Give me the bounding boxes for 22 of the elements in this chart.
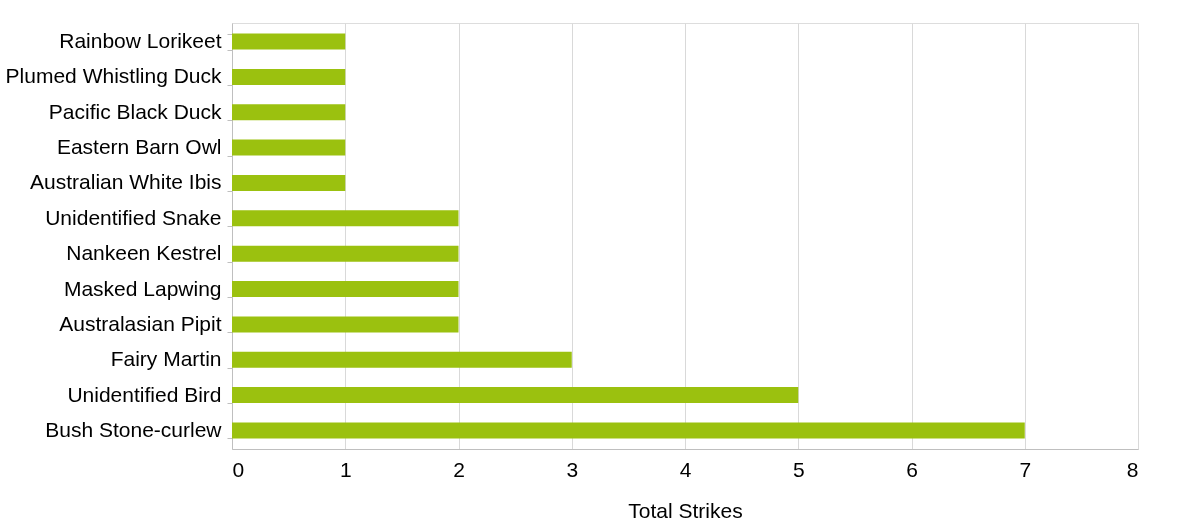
- y-tick-label: Unidentified Bird: [67, 382, 222, 406]
- y-tick-label: Pacific Black Duck: [48, 99, 222, 123]
- x-tick-label: 6: [906, 457, 918, 481]
- y-tick-label: Australasian Pipit: [59, 311, 222, 335]
- y-tick-label: Rainbow Lorikeet: [59, 29, 222, 53]
- y-tick-label: Australian White Ibis: [30, 170, 222, 194]
- x-tick-label: 3: [566, 457, 579, 481]
- y-tick-label: Masked Lapwing: [63, 276, 222, 300]
- x-tick-label: 2: [453, 457, 465, 481]
- x-tick-label: 1: [339, 457, 352, 481]
- y-tick-label: Unidentified Snake: [45, 205, 222, 229]
- y-tick-label: Nankeen Kestrel: [66, 241, 222, 265]
- x-tick-label: 8: [1126, 457, 1139, 481]
- x-tick-label: 7: [1019, 457, 1032, 481]
- y-tick-label: Bush Stone-curlew: [45, 417, 223, 441]
- y-tick-label: Plumed Whistling Duck: [5, 64, 222, 88]
- x-tick-label: 4: [679, 457, 692, 481]
- y-tick-label: Eastern Barn Owl: [56, 135, 222, 159]
- x-axis-title: Total Strikes: [628, 498, 743, 522]
- y-tick-label: Fairy Martin: [110, 347, 222, 371]
- x-tick-label: 5: [792, 457, 805, 481]
- x-tick-label: 0: [232, 457, 245, 481]
